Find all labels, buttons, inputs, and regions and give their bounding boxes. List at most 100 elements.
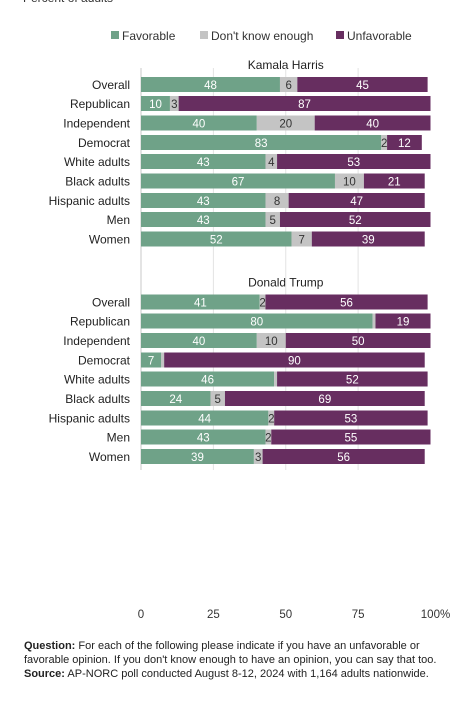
data-label: 41 <box>194 298 207 310</box>
legend-label: Don't know enough <box>211 29 313 43</box>
category-label: Black adults <box>65 392 130 406</box>
bar-segment <box>277 154 431 169</box>
bar-segment <box>262 449 425 464</box>
bar-segment <box>141 410 269 426</box>
data-label: 7 <box>298 235 304 247</box>
data-label: 12 <box>398 138 411 150</box>
x-tick-label: 0 <box>138 609 144 621</box>
data-label: 2 <box>268 414 274 426</box>
bar-segment <box>141 313 373 329</box>
data-label: 47 <box>350 196 363 208</box>
data-label: 10 <box>149 99 162 111</box>
bar-segment <box>256 333 286 348</box>
data-label: 56 <box>337 452 350 464</box>
bar-segment <box>141 77 280 92</box>
x-tick-label: 50 <box>279 609 292 621</box>
data-label: 52 <box>346 375 359 387</box>
bar-segment <box>141 449 254 464</box>
category-label: Hispanic adults <box>49 412 130 426</box>
bar-segment <box>164 352 425 368</box>
category-label: Republican <box>70 97 130 111</box>
data-label: 43 <box>197 157 210 169</box>
data-label: 53 <box>347 157 360 169</box>
bar-segment <box>141 154 266 169</box>
data-label: 3 <box>255 452 261 464</box>
data-label: 40 <box>193 336 206 348</box>
category-label: Republican <box>70 315 130 329</box>
bar-segment <box>141 115 257 131</box>
panel-title: Kamala Harris <box>248 58 324 72</box>
data-label: 80 <box>250 317 263 329</box>
data-label: 83 <box>255 138 268 150</box>
data-label: 67 <box>232 177 245 189</box>
data-label: 53 <box>344 414 357 426</box>
bar-segment <box>141 429 266 445</box>
category-label: Independent <box>63 334 130 348</box>
bar-segment <box>277 371 428 387</box>
bar-segment <box>141 294 260 310</box>
bar-segment <box>291 231 312 247</box>
bar-segment <box>363 173 425 189</box>
bar-segment <box>141 96 170 111</box>
bar-segment <box>141 212 266 227</box>
bar-segment <box>265 212 280 227</box>
data-label: 40 <box>366 119 379 131</box>
bar-segment <box>141 371 275 387</box>
bar-segment <box>256 115 315 131</box>
stacked-bar-chart: Percent of adults Favorable Don't know eno… <box>23 0 450 621</box>
bar-segment <box>387 135 422 150</box>
legend-label: Unfavorable <box>347 29 412 43</box>
header-partial-text: Percent of adults <box>23 0 113 5</box>
category-label: White adults <box>64 373 130 387</box>
category-label: Women <box>89 233 130 247</box>
bar-segment <box>314 115 431 131</box>
data-label: 44 <box>198 414 211 426</box>
category-label: Overall <box>92 78 130 92</box>
data-label: 2 <box>265 433 271 445</box>
bar-segment <box>375 313 431 329</box>
data-label: 43 <box>197 215 210 227</box>
bar-segment <box>285 333 431 348</box>
source-note: Source: AP-NORC poll conducted August 8-… <box>24 668 429 680</box>
bar-segment <box>141 333 257 348</box>
bar-segment <box>141 193 266 208</box>
category-label: Democrat <box>78 354 131 368</box>
data-label: 52 <box>210 235 223 247</box>
bar-segment <box>311 231 425 247</box>
data-label: 21 <box>388 177 401 189</box>
bar-segment <box>253 449 263 464</box>
category-label: Overall <box>92 296 130 310</box>
bar-segment <box>297 77 428 92</box>
data-label: 2 <box>259 298 265 310</box>
bar-segment <box>288 193 425 208</box>
data-label: 40 <box>193 119 206 131</box>
data-label: 56 <box>340 298 353 310</box>
data-label: 69 <box>318 394 331 406</box>
bar-segment <box>381 135 388 150</box>
question-note: Question: For each of the following plea… <box>24 640 437 666</box>
data-label: 50 <box>352 336 365 348</box>
bar-segment <box>334 173 364 189</box>
category-label: Independent <box>63 117 130 131</box>
category-label: Men <box>107 213 130 227</box>
legend-swatch <box>200 31 208 39</box>
data-label: 24 <box>169 394 182 406</box>
bar-segment <box>141 173 335 189</box>
footnote: Question: For each of the following plea… <box>24 639 449 681</box>
data-label: 7 <box>148 356 154 368</box>
data-label: 39 <box>191 452 204 464</box>
category-label: Women <box>89 450 130 464</box>
data-label: 5 <box>215 394 221 406</box>
data-label: 8 <box>274 196 280 208</box>
category-label: White adults <box>64 155 130 169</box>
bar-segment <box>210 391 225 406</box>
bar-segment <box>274 410 428 426</box>
data-label: 43 <box>197 433 210 445</box>
data-label: 5 <box>270 215 276 227</box>
data-label: 52 <box>349 215 362 227</box>
bar-segment <box>178 96 431 111</box>
data-label: 6 <box>285 80 291 92</box>
bar-segment <box>169 96 179 111</box>
data-label: 55 <box>344 433 357 445</box>
data-label: 4 <box>268 157 275 169</box>
